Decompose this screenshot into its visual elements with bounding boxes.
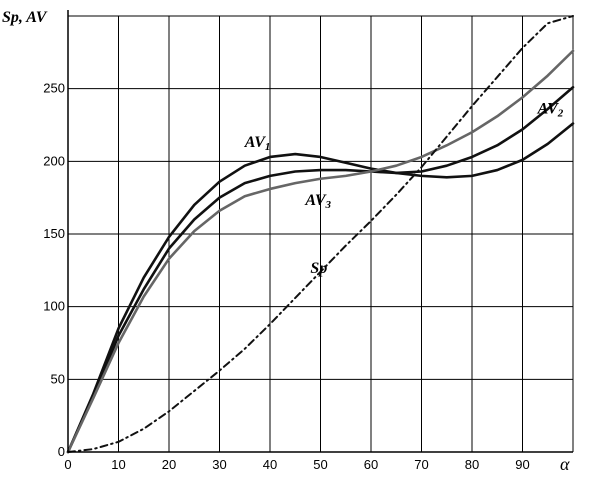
curve-label-main: AV bbox=[244, 134, 266, 151]
curve-label-av3: AV3 bbox=[304, 192, 331, 211]
x-tick-label: 70 bbox=[414, 457, 428, 472]
x-tick-label: 50 bbox=[313, 457, 327, 472]
curve-label-subscript: 1 bbox=[265, 141, 271, 153]
curve-label-sp: Sp bbox=[310, 260, 327, 277]
curve-label-av2: AV2 bbox=[537, 100, 564, 119]
series-line-av2 bbox=[66, 85, 575, 454]
axes bbox=[67, 10, 573, 453]
y-tick-label: 250 bbox=[43, 81, 65, 96]
series-lines bbox=[66, 15, 575, 454]
y-tick-label: 50 bbox=[51, 371, 65, 386]
x-tick-label: 0 bbox=[64, 457, 71, 472]
x-axis-title: α bbox=[560, 454, 570, 474]
curve-label-main: AV bbox=[304, 192, 326, 209]
curve-label-subscript: 3 bbox=[325, 199, 332, 211]
y-tick-label: 100 bbox=[43, 299, 65, 314]
series-line-av3 bbox=[66, 49, 575, 454]
x-tick-label: 60 bbox=[364, 457, 378, 472]
x-tick-label: 10 bbox=[111, 457, 125, 472]
curve-label-main: AV bbox=[537, 100, 559, 117]
series-line-sp bbox=[67, 15, 574, 453]
grid bbox=[67, 15, 574, 453]
x-tick-label: 90 bbox=[515, 457, 529, 472]
x-tick-label: 40 bbox=[263, 457, 277, 472]
tick-labels: 0 10 20 30 40 50 60 70 80 90 0 50 100 150 200 250 bbox=[43, 81, 529, 472]
x-tick-label: 20 bbox=[162, 457, 176, 472]
x-tick-label: 30 bbox=[212, 457, 226, 472]
x-tick-label: 80 bbox=[465, 457, 479, 472]
y-axis-title: Sp, AV bbox=[2, 9, 48, 26]
curve-label-subscript: 2 bbox=[557, 107, 564, 119]
series-line-av1 bbox=[66, 122, 575, 454]
curve-label-main: Sp bbox=[310, 260, 327, 277]
curve-label-av1: AV1 bbox=[244, 134, 271, 153]
y-tick-label: 200 bbox=[43, 153, 65, 168]
y-tick-label: 150 bbox=[43, 226, 65, 241]
y-tick-label: 0 bbox=[58, 444, 65, 459]
